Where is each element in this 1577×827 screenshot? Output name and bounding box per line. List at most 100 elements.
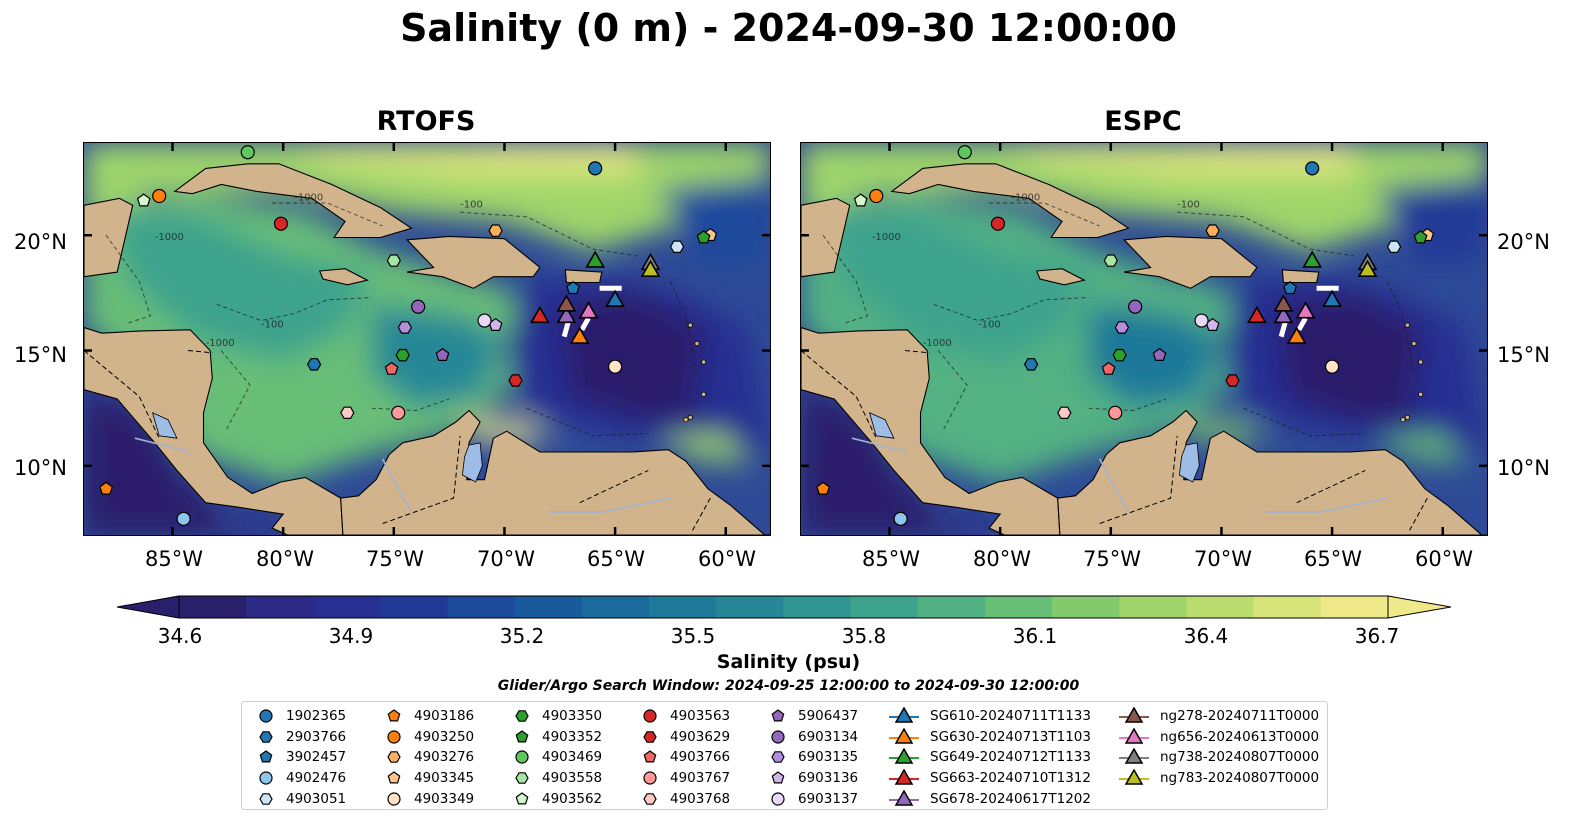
legend-item: 4903558 <box>512 768 602 789</box>
legend-label: 4903768 <box>670 790 731 807</box>
river <box>1098 458 1130 513</box>
contour-label: -100 <box>1177 200 1200 211</box>
colorbar-extend-max <box>1387 595 1451 619</box>
contour-label: -1000 <box>294 193 323 204</box>
legend-label: ng738-20240807T0000 <box>1160 749 1320 766</box>
legend-label: SG678-20240617T1202 <box>930 790 1091 807</box>
land-south <box>1057 409 1487 535</box>
legend-marker-icon <box>771 792 785 806</box>
island-lesser <box>1418 391 1424 397</box>
argo-float-4903766 <box>384 361 399 375</box>
legend-label: SG630-20240713T1103 <box>930 728 1091 745</box>
contour-line <box>460 211 638 257</box>
argo-float-3902457 <box>566 281 580 295</box>
legend-triangle-icon <box>1124 727 1144 744</box>
river <box>1265 497 1388 513</box>
axis-ticks <box>84 143 770 535</box>
panel-title-rtofs: RTOFS <box>376 106 476 137</box>
argo-float-6903135 <box>1114 321 1130 334</box>
legend-item: ng656-20240613T0000 <box>1118 727 1319 748</box>
map-panel-rtofs: -1000 -100 -1000 -100 -1000 <box>83 142 771 536</box>
glider-track <box>561 319 572 338</box>
island-lesser <box>1400 417 1406 423</box>
bathymetry-contours: -1000 -100 -1000 -100 -1000 <box>822 193 1415 437</box>
land-cuba <box>173 163 413 239</box>
legend-item: 4903352 <box>512 727 602 748</box>
island-lesser <box>683 417 689 423</box>
legend-label: 6903135 <box>798 749 859 766</box>
legend-label: SG610-20240711T1133 <box>930 708 1091 725</box>
argo-float-2903766 <box>1023 358 1039 371</box>
argo-float-5906437 <box>1152 347 1167 361</box>
legend-label: 4903563 <box>670 708 731 725</box>
land-cuba <box>890 163 1130 239</box>
contour-line <box>1243 407 1366 437</box>
legend-item: 4903186 <box>384 706 474 727</box>
glider-SG663-20240710T1312 <box>1246 305 1267 324</box>
glider-SG630-20240713T1103 <box>1286 326 1307 344</box>
legend-triangle-icon <box>1124 748 1144 765</box>
contour-line <box>937 350 968 432</box>
legend-marker-icon <box>643 792 657 805</box>
colorbar-swatch <box>1320 596 1389 618</box>
argo-float-1902365 <box>588 161 603 176</box>
legend: 1902365 2903766 3902457 4902476 4903051 49031… <box>241 701 1328 810</box>
river <box>548 497 671 513</box>
lat-label-20n-left: 20°N <box>14 230 67 254</box>
argo-float-6903135 <box>397 321 413 334</box>
legend-marker-icon <box>643 731 657 743</box>
legend-label: 4902476 <box>286 770 347 787</box>
landmasses <box>801 163 1487 535</box>
glider-SG610-20240711T1133 <box>1322 289 1342 307</box>
colorbar-swatch <box>783 596 852 618</box>
argo-float-6903134 <box>411 299 426 314</box>
legend-triangle-icon <box>1124 707 1144 724</box>
lon-label-75w-right: 75°W <box>1083 547 1141 571</box>
legend-marker-icon <box>387 730 401 744</box>
argo-float-6903137 <box>1194 313 1209 328</box>
contour-line <box>933 297 1089 322</box>
legend-label: 4903766 <box>670 749 731 766</box>
bathymetry-contours: -1000 -100 -1000 -100 -1000 <box>105 193 698 437</box>
glider-ng656-20240613T0000 <box>1295 301 1316 319</box>
river <box>851 437 908 453</box>
island-lesser <box>1411 341 1417 347</box>
land-hispaniola <box>1122 235 1258 289</box>
island-lesser <box>1404 414 1410 420</box>
glider-ng278-20240711T0000 <box>556 294 577 312</box>
colorbar-tick: 34.9 <box>328 624 374 648</box>
legend-label: SG649-20240712T1133 <box>930 749 1091 766</box>
colorbar-swatch <box>380 596 449 618</box>
colorbar-swatch <box>1253 596 1322 618</box>
contour-line <box>220 350 251 432</box>
legend-marker-icon <box>387 751 401 764</box>
legend-column: 5906437 6903134 6903135 6903136 6903137 <box>768 706 858 809</box>
legend-marker-icon <box>387 709 401 722</box>
legend-item: 6903134 <box>768 727 858 748</box>
colorbar-extend-min <box>117 595 180 619</box>
legend-column: 4903563 4903629 4903766 4903767 4903768 <box>640 706 730 809</box>
legend-marker-icon <box>515 750 529 765</box>
argo-float-4903768 <box>1057 406 1072 419</box>
contour-line <box>822 234 868 324</box>
colorbar-swatch <box>246 596 314 618</box>
glider-track <box>1278 319 1289 338</box>
argo-float-6903137 <box>477 313 492 328</box>
legend-item: 6903136 <box>768 768 858 789</box>
land-yucatan <box>84 197 134 278</box>
legend-item: 6903137 <box>768 788 858 809</box>
contour-label: -100 <box>978 319 1001 330</box>
colorbar-tick: 35.8 <box>841 624 887 648</box>
colorbar-swatch <box>716 596 785 618</box>
legend-marker-icon <box>259 709 273 723</box>
argo-float-4903629 <box>1225 374 1240 387</box>
argo-float-4903349 <box>1324 359 1340 374</box>
argo-float-4903767 <box>1108 405 1123 420</box>
land-central <box>84 326 344 535</box>
legend-marker-icon <box>387 771 401 784</box>
glider-ng278-20240711T0000 <box>1273 294 1294 312</box>
legend-marker-icon <box>259 750 273 763</box>
argo-float-4903768 <box>340 406 355 419</box>
contour-line <box>105 234 151 324</box>
argo-float-4903469 <box>240 145 255 160</box>
